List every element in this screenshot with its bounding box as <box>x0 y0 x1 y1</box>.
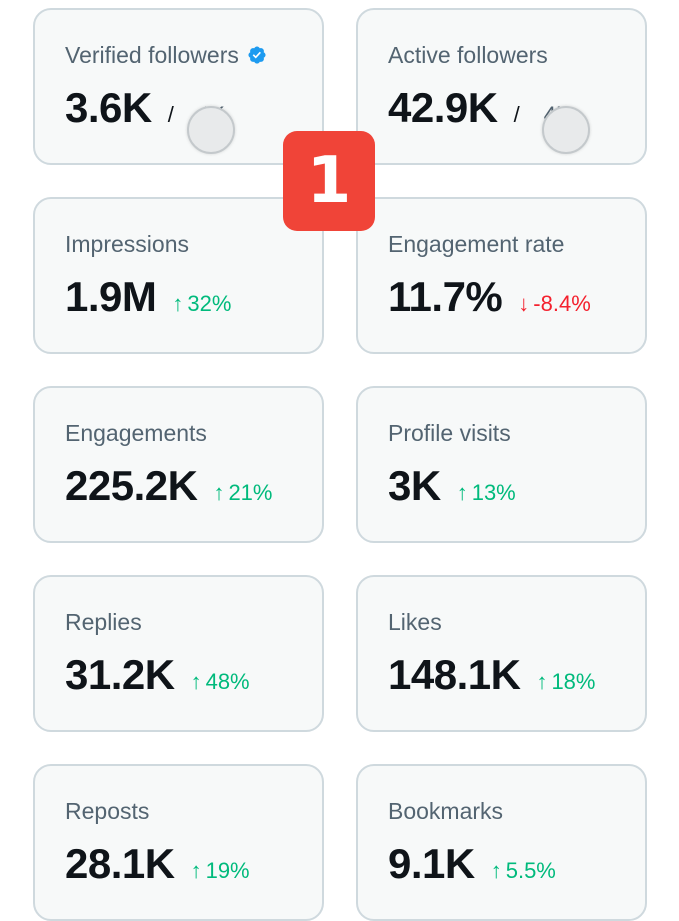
metric-value: 3.6K <box>65 84 152 131</box>
card-title: Active followers <box>388 42 548 68</box>
metric-value: 9.1K <box>388 840 475 887</box>
card-engagements[interactable]: Engagements 225.2K ↑ 21% <box>33 386 324 543</box>
metric-delta: ↑ 48% <box>191 669 250 695</box>
arrow-down-icon: ↓ <box>518 291 530 316</box>
metric-delta: ↑ 18% <box>536 669 595 695</box>
delta-value: 18% <box>551 669 596 694</box>
arrow-up-icon: ↑ <box>213 480 225 505</box>
card-title: Reposts <box>65 798 150 824</box>
verified-badge-icon <box>248 46 266 64</box>
annotation-badge: 1 <box>283 131 375 231</box>
card-title: Impressions <box>65 231 189 257</box>
metric-value: 148.1K <box>388 651 521 698</box>
metric-delta: ↑ 21% <box>213 480 272 506</box>
delta-value: 48% <box>205 669 250 694</box>
metric-value: 28.1K <box>65 840 175 887</box>
metric-value: 1.9M <box>65 273 157 320</box>
metric-value: 42.9K <box>388 84 498 131</box>
card-verified-followers[interactable]: Verified followers 3.6K / 4K <box>33 8 324 165</box>
metric-value: 31.2K <box>65 651 175 698</box>
card-bookmarks[interactable]: Bookmarks 9.1K ↑ 5.5% <box>356 764 647 921</box>
total-slash: / <box>167 102 174 127</box>
delta-value: 21% <box>228 480 273 505</box>
touch-indicator <box>187 106 235 154</box>
arrow-up-icon: ↑ <box>456 480 468 505</box>
arrow-up-icon: ↑ <box>190 669 202 694</box>
metric-delta: ↑ 19% <box>191 858 250 884</box>
card-title: Profile visits <box>388 420 511 446</box>
metric-delta: ↑ 5.5% <box>491 858 556 884</box>
arrow-up-icon: ↑ <box>490 858 502 883</box>
card-title: Bookmarks <box>388 798 504 824</box>
card-reposts[interactable]: Reposts 28.1K ↑ 19% <box>33 764 324 921</box>
metric-delta: ↑ 32% <box>172 291 231 317</box>
metric-value: 225.2K <box>65 462 198 509</box>
card-title: Likes <box>388 609 442 635</box>
arrow-up-icon: ↑ <box>190 858 202 883</box>
arrow-up-icon: ↑ <box>172 291 184 316</box>
delta-value: 19% <box>205 858 250 883</box>
card-title: Replies <box>65 609 142 635</box>
card-profile-visits[interactable]: Profile visits 3K ↑ 13% <box>356 386 647 543</box>
card-title: Engagements <box>65 420 207 446</box>
touch-indicator <box>542 106 590 154</box>
total-slash: / <box>513 102 520 127</box>
card-engagement-rate[interactable]: Engagement rate 11.7% ↓ -8.4% <box>356 197 647 354</box>
delta-value: 13% <box>471 480 516 505</box>
card-active-followers[interactable]: Active followers 42.9K / 4K <box>356 8 647 165</box>
card-likes[interactable]: Likes 148.1K ↑ 18% <box>356 575 647 732</box>
metric-value: 3K <box>388 462 441 509</box>
metric-delta: ↑ 13% <box>457 480 516 506</box>
card-replies[interactable]: Replies 31.2K ↑ 48% <box>33 575 324 732</box>
metric-value: 11.7% <box>388 273 503 320</box>
card-title: Verified followers <box>65 42 239 68</box>
metric-delta: ↓ -8.4% <box>518 291 590 317</box>
delta-value: 5.5% <box>505 858 556 883</box>
arrow-up-icon: ↑ <box>536 669 548 694</box>
metrics-grid: Verified followers 3.6K / 4K Active foll… <box>33 8 647 921</box>
delta-value: 32% <box>187 291 232 316</box>
card-title: Engagement rate <box>388 231 565 257</box>
delta-value: -8.4% <box>533 291 591 316</box>
card-impressions[interactable]: Impressions 1.9M ↑ 32% <box>33 197 324 354</box>
